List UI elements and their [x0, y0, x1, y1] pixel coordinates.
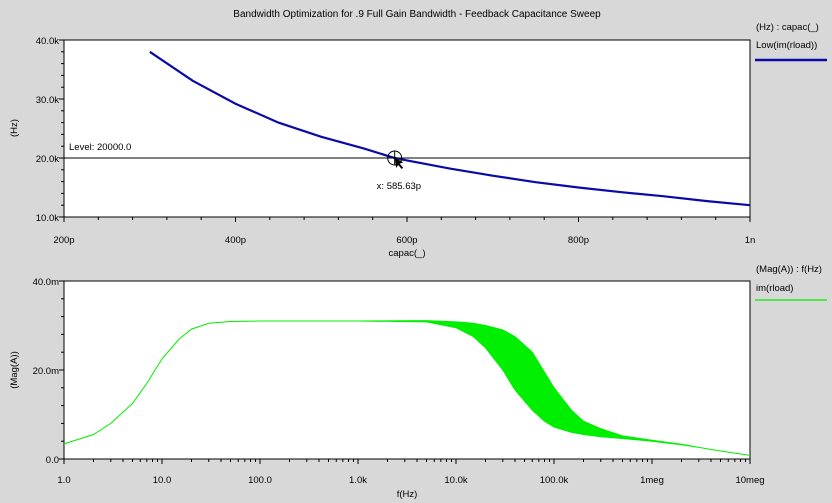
marker-readout: x: 585.63p — [377, 181, 421, 192]
plot1-legend-header: (Hz) : capac(_) — [756, 22, 819, 33]
magnitude-vs-frequency-panel[interactable]: 1.0 10.0 100.0 1.0k 10.0k 100.0k 1meg 10meg 0.0 2… — [9, 277, 765, 500]
plot1-ylabel: (Hz) — [9, 119, 20, 137]
plot2-ylabel: (Mag(A)) — [9, 351, 20, 388]
plot2-legend[interactable]: (Mag(A)) : f(Hz) im(rload) — [755, 264, 827, 301]
plot1-y-tick-label: 40.0k — [36, 36, 59, 47]
plot1-x-tick-label: 400p — [225, 235, 246, 246]
plot1-x-tick-label: 1n — [745, 235, 756, 246]
plot1-x-tick-label: 200p — [53, 235, 74, 246]
level-label: Level: 20000.0 — [69, 142, 131, 153]
plot2-y-tick-label: 0.0 — [46, 455, 59, 466]
plot1-axis-ticks: 200p 400p 600p 800p 1n 10.0k 20.0k 30.0k 40.0k — [36, 36, 756, 246]
plot2-legend-header: (Mag(A)) : f(Hz) — [756, 264, 822, 275]
plot2-x-tick-label: 1.0 — [57, 475, 70, 486]
low-im-rload-curve[interactable] — [149, 50, 751, 207]
plot1-x-tick-label: 800p — [568, 235, 589, 246]
crosshair-marker-icon[interactable] — [387, 150, 404, 169]
chart-title: Bandwidth Optimization for .9 Full Gain … — [233, 9, 601, 20]
plot2-x-tick-label: 1.0k — [349, 475, 367, 486]
im-rload-band[interactable] — [63, 320, 751, 456]
plot2-x-tick-label: 1meg — [640, 475, 664, 486]
plot1-legend-series[interactable]: Low(im(rload)) — [756, 40, 817, 51]
plot1-x-tick-label: 600p — [396, 235, 417, 246]
plot2-y-tick-label: 20.0m — [33, 366, 59, 377]
plot2-legend-series[interactable]: im(rload) — [756, 283, 793, 294]
plot1-y-tick-label: 30.0k — [36, 95, 59, 106]
plot2-xlabel: f(Hz) — [397, 489, 418, 500]
plot2-x-tick-label: 10meg — [735, 475, 764, 486]
plot2-x-tick-label: 100.0 — [248, 475, 272, 486]
plot2-axis-ticks: 1.0 10.0 100.0 1.0k 10.0k 100.0k 1meg 10meg 0.0 2… — [33, 277, 765, 486]
plot1-area[interactable] — [63, 39, 751, 218]
plot2-x-tick-label: 10.0k — [444, 475, 467, 486]
plot2-y-tick-label: 40.0m — [33, 277, 59, 288]
plot2-area[interactable] — [63, 280, 751, 460]
bandwidth-vs-capacitance-panel[interactable]: 200p 400p 600p 800p 1n 10.0k 20.0k 30.0k 40.0k L… — [9, 36, 755, 259]
plot1-y-tick-label: 20.0k — [36, 154, 59, 165]
plot2-x-tick-label: 100.0k — [540, 475, 569, 486]
plot2-x-tick-label: 10.0 — [153, 475, 172, 486]
plot1-legend[interactable]: (Hz) : capac(_) Low(im(rload)) — [755, 22, 827, 62]
plot1-y-tick-label: 10.0k — [36, 213, 59, 224]
mouse-pointer-icon — [394, 158, 404, 169]
plot1-xlabel: capac(_) — [389, 248, 426, 259]
